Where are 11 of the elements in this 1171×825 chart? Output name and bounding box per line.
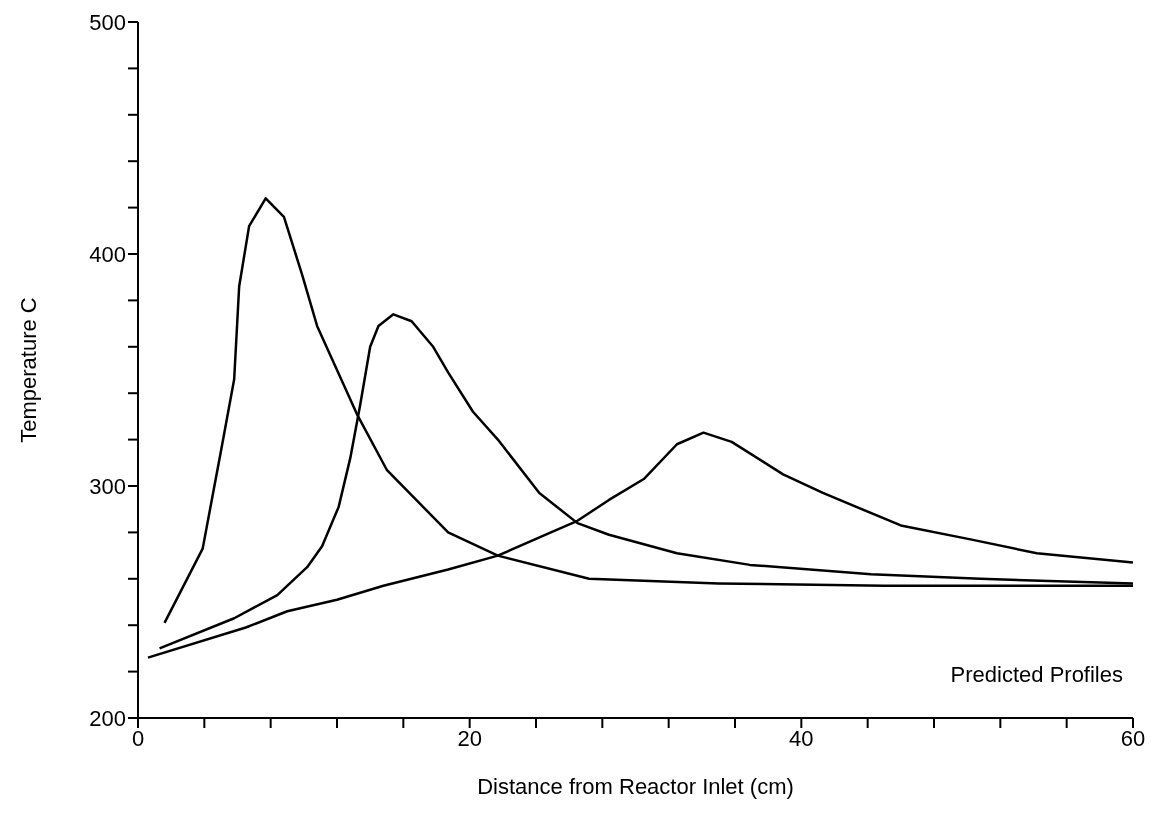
x-tick-label: 20 (457, 725, 482, 751)
x-axis-title: Distance from Reactor Inlet (cm) (477, 774, 794, 799)
x-tick-label: 40 (789, 725, 814, 751)
y-tick-label: 200 (89, 705, 126, 731)
annotation: Predicted Profiles (950, 662, 1123, 688)
x-tick-label: 0 (131, 725, 145, 751)
y-tick-label: 300 (89, 473, 126, 499)
x-tick-label: 60 (1120, 725, 1146, 751)
y-axis-title: Temperature C (15, 297, 41, 443)
y-tick-label: 500 (89, 9, 126, 35)
y-tick-label: 400 (89, 241, 126, 267)
